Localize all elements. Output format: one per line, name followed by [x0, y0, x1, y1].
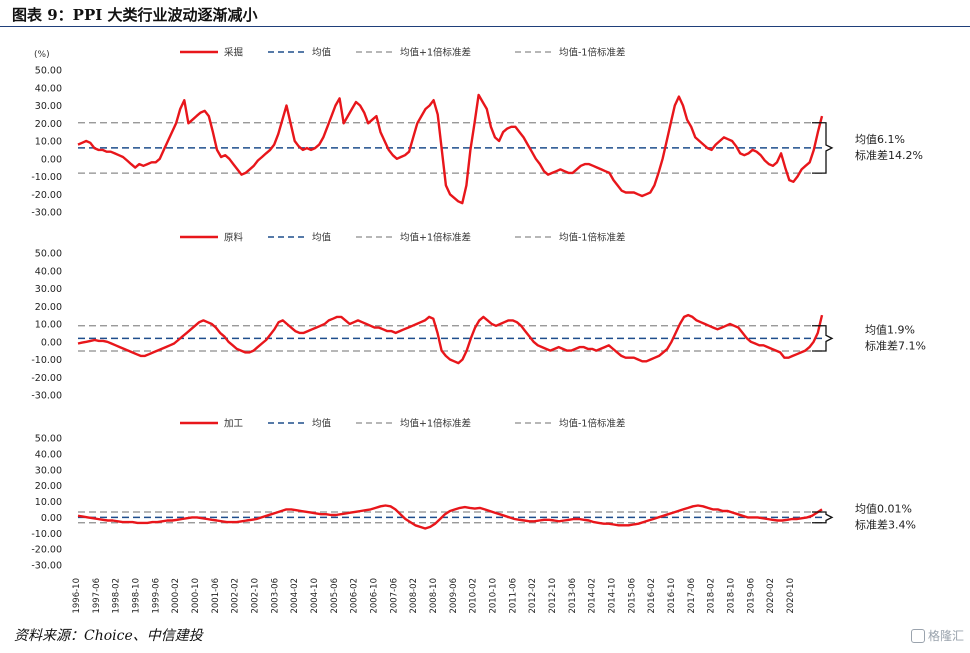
y-tick-label: 20.00	[35, 302, 62, 313]
y-tick-label: 0.00	[41, 154, 62, 165]
legend-label: 均值	[312, 232, 332, 244]
y-tick-label: 20.00	[35, 119, 62, 130]
legend-label: 均值+1倍标准差	[400, 232, 471, 244]
x-tick-label: 2014-02	[588, 578, 598, 614]
watermark-logo: 格隆汇	[910, 627, 964, 644]
x-tick-label: 2019-06	[746, 578, 756, 614]
legend-label: 均值	[312, 418, 332, 430]
y-tick-label: 50.00	[35, 66, 62, 77]
x-tick-label: 2008-10	[429, 578, 439, 614]
x-tick-label: 2018-02	[707, 578, 717, 614]
y-tick-label: 10.00	[35, 320, 62, 331]
y-tick-label: 50.00	[35, 434, 62, 445]
x-tick-label: 2016-02	[647, 578, 657, 614]
y-tick-label: 40.00	[35, 266, 62, 277]
annotation-mean: 均值6.1%	[855, 133, 905, 146]
x-tick-label: 2020-02	[766, 578, 776, 614]
annotation-mean: 均值1.9%	[865, 323, 915, 336]
annotation-sd: 标准差7.1%	[865, 338, 926, 352]
x-tick-label: 2004-02	[290, 578, 300, 614]
y-tick-label: -10.00	[31, 355, 62, 366]
x-tick-label: 2015-06	[627, 578, 637, 614]
x-tick-label: 2009-06	[449, 578, 459, 614]
x-tick-label: 2006-02	[350, 578, 360, 614]
y-tick-label: -30.00	[31, 561, 62, 572]
series-line-采掘	[77, 93, 824, 205]
legend-label: 均值-1倍标准差	[559, 47, 625, 59]
x-tick-label: 2010-02	[469, 578, 479, 614]
y-tick-label: 0.00	[41, 337, 62, 348]
legend-label: 采掘	[224, 47, 243, 59]
y-tick-label: 40.00	[35, 449, 62, 460]
x-tick-label: 2010-10	[489, 578, 499, 614]
x-tick-label: 2011-06	[508, 578, 518, 614]
y-axis-unit-label: (%)	[34, 50, 50, 60]
y-tick-label: -10.00	[31, 172, 62, 183]
series-line-加工	[77, 504, 823, 530]
x-tick-label: 2017-06	[687, 578, 697, 614]
annotation-mean: 均值0.01%	[855, 502, 912, 515]
x-tick-label: 2000-02	[171, 578, 181, 614]
y-tick-label: -20.00	[31, 545, 62, 556]
x-tick-label: 2014-10	[608, 578, 618, 614]
series-line-原料	[77, 313, 824, 365]
title-rule	[0, 26, 970, 27]
sd-bracket	[812, 122, 834, 174]
x-tick-label: 2020-10	[786, 578, 796, 614]
y-tick-label: -30.00	[31, 208, 62, 219]
x-tick-label: 2006-10	[370, 578, 380, 614]
x-tick-label: 1998-10	[132, 578, 142, 614]
y-tick-label: 40.00	[35, 83, 62, 94]
legend-label: 均值-1倍标准差	[559, 418, 625, 430]
annotation-sd: 标准差3.4%	[855, 517, 916, 531]
x-tick-label: 2002-10	[251, 578, 261, 614]
legend-label: 原料	[224, 232, 244, 244]
x-tick-label: 2007-06	[389, 578, 399, 614]
x-tick-label: 2016-10	[667, 578, 677, 614]
figure-title: 图表 9：PPI 大类行业波动逐渐减小	[12, 6, 258, 24]
x-tick-label: 2008-02	[409, 578, 419, 614]
x-tick-label: 2003-06	[270, 578, 280, 614]
logo-icon	[910, 628, 925, 643]
x-tick-label: 2013-06	[568, 578, 578, 614]
x-tick-label: 1997-06	[92, 578, 102, 614]
x-tick-label: 2002-02	[231, 578, 241, 614]
y-tick-label: -30.00	[31, 391, 62, 402]
y-tick-label: 30.00	[35, 101, 62, 112]
sd-bracket	[812, 325, 834, 352]
x-tick-label: 2012-02	[528, 578, 538, 614]
x-tick-label: 1996-10	[72, 578, 82, 614]
y-tick-label: -10.00	[31, 529, 62, 540]
legend-label: 均值+1倍标准差	[400, 47, 471, 59]
y-tick-label: 10.00	[35, 137, 62, 148]
y-tick-label: 0.00	[41, 513, 62, 524]
x-tick-label: 2000-10	[191, 578, 201, 614]
y-tick-label: -20.00	[31, 190, 62, 201]
y-tick-label: -20.00	[31, 373, 62, 384]
x-tick-label: 1999-06	[151, 578, 161, 614]
x-tick-label: 2018-10	[727, 578, 737, 614]
y-tick-label: 20.00	[35, 481, 62, 492]
y-tick-label: 30.00	[35, 284, 62, 295]
legend-label: 均值-1倍标准差	[559, 232, 625, 244]
legend-label: 加工	[224, 419, 244, 430]
logo-text: 格隆汇	[927, 629, 964, 643]
annotation-sd: 标准差14.2%	[855, 148, 923, 162]
x-tick-label: 2012-10	[548, 578, 558, 614]
y-tick-label: 50.00	[35, 249, 62, 260]
legend-label: 均值+1倍标准差	[400, 418, 471, 430]
x-tick-label: 2004-10	[310, 578, 320, 614]
source-note: 资料来源：Choice、中信建投	[14, 628, 203, 644]
y-tick-label: 30.00	[35, 465, 62, 476]
x-tick-label: 1998-02	[112, 578, 122, 614]
x-tick-label: 2005-06	[330, 578, 340, 614]
y-tick-label: 10.00	[35, 497, 62, 508]
legend-label: 均值	[312, 47, 332, 59]
sd-bracket	[812, 511, 834, 524]
x-tick-label: 2001-06	[211, 578, 221, 614]
